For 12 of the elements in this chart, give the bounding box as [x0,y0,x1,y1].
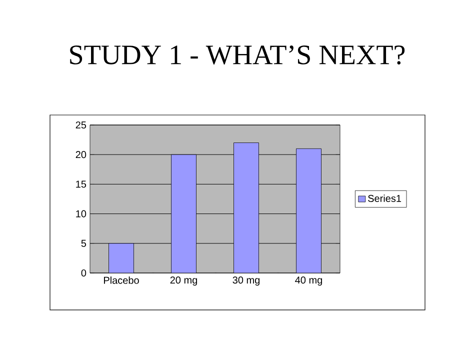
y-tick-label: 5 [81,240,86,247]
x-tick-label: Placebo [104,276,139,284]
y-tick-label: 0 [81,269,86,277]
y-tick-label: 15 [76,180,86,188]
legend-label: Series1 [368,194,402,202]
x-tick-label: 30 mg [232,276,260,286]
x-tick-label: 20 mg [170,276,197,286]
y-tick-label: 10 [76,210,86,218]
y-tick-label: 20 [76,151,86,158]
x-tick-label: 40 mg [295,276,322,286]
chart-title: STUDY 1 - WHAT’S NEXT? [70,45,405,65]
y-tick-label: 25 [76,121,86,129]
